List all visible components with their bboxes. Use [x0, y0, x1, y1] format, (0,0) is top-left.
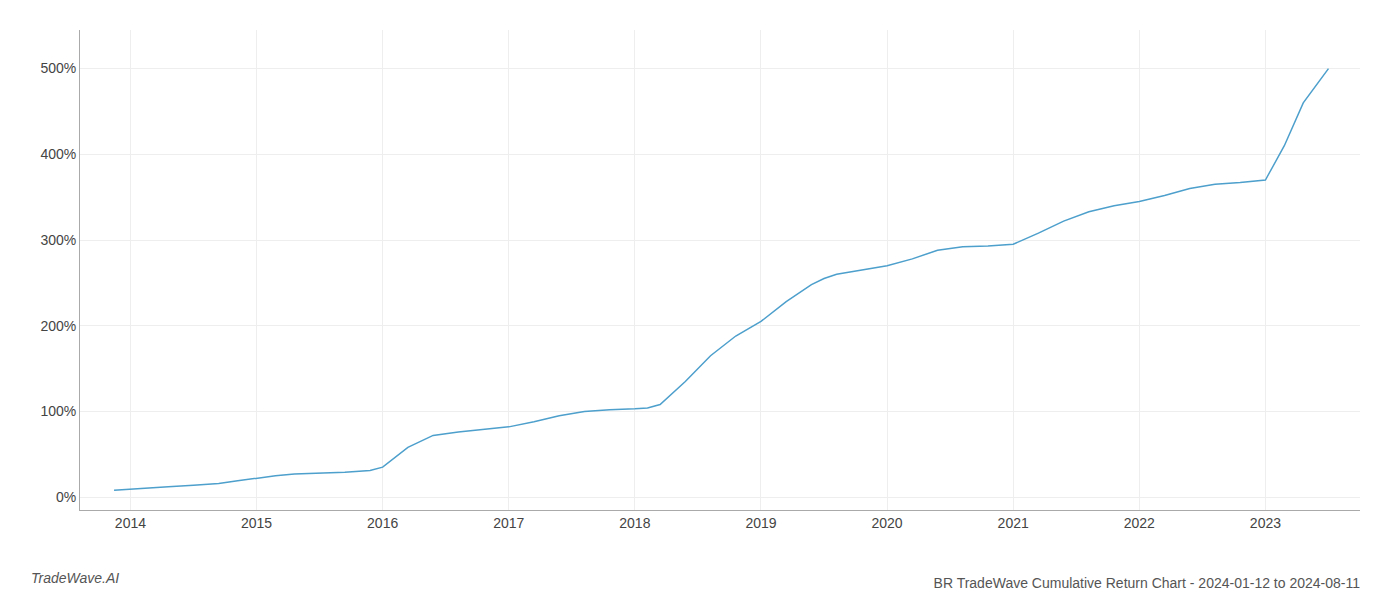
svg-text:300%: 300% [40, 232, 76, 248]
svg-text:100%: 100% [40, 403, 76, 419]
svg-text:400%: 400% [40, 146, 76, 162]
svg-text:2021: 2021 [998, 515, 1029, 531]
svg-text:2022: 2022 [1124, 515, 1155, 531]
svg-text:2016: 2016 [367, 515, 398, 531]
svg-text:2015: 2015 [241, 515, 272, 531]
svg-text:200%: 200% [40, 318, 76, 334]
svg-text:500%: 500% [40, 60, 76, 76]
svg-text:TradeWave.AI: TradeWave.AI [31, 570, 119, 586]
svg-text:2023: 2023 [1250, 515, 1281, 531]
svg-text:0%: 0% [56, 489, 76, 505]
svg-text:2020: 2020 [872, 515, 903, 531]
svg-text:2017: 2017 [493, 515, 524, 531]
svg-text:2018: 2018 [619, 515, 650, 531]
svg-text:2019: 2019 [745, 515, 776, 531]
svg-text:2014: 2014 [115, 515, 146, 531]
svg-text:BR TradeWave Cumulative Return: BR TradeWave Cumulative Return Chart - 2… [934, 575, 1361, 591]
